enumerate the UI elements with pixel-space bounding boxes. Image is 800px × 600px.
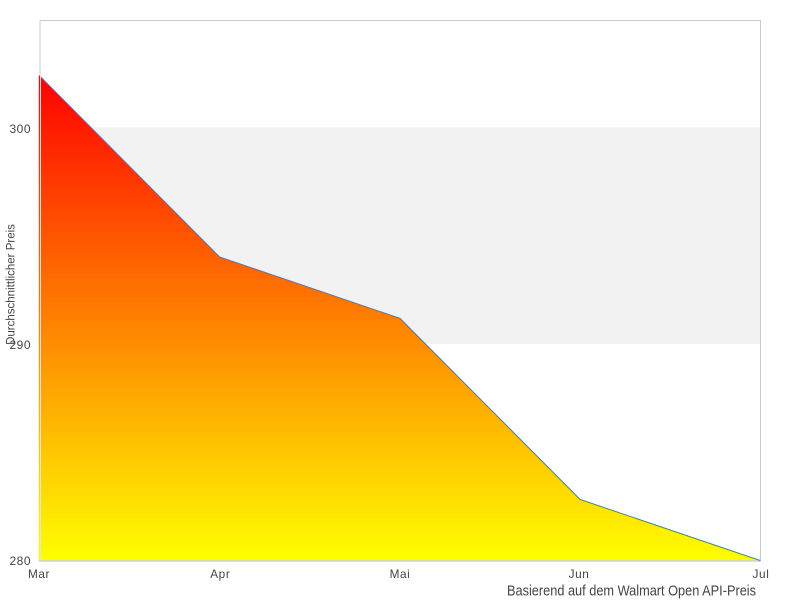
svg-text:Basierend auf dem Walmart Open: Basierend auf dem Walmart Open API-Preis	[507, 583, 756, 600]
svg-text:Durchschnittlicher Preis: Durchschnittlicher Preis	[6, 224, 18, 345]
svg-text:Mai: Mai	[390, 567, 411, 581]
svg-text:Mar: Mar	[28, 567, 50, 581]
svg-text:Jul: Jul	[753, 567, 770, 581]
svg-text:280: 280	[9, 554, 31, 568]
svg-text:300: 300	[9, 122, 31, 136]
svg-text:Apr: Apr	[210, 567, 230, 581]
svg-text:290: 290	[9, 338, 31, 352]
svg-text:Jun: Jun	[569, 567, 590, 581]
